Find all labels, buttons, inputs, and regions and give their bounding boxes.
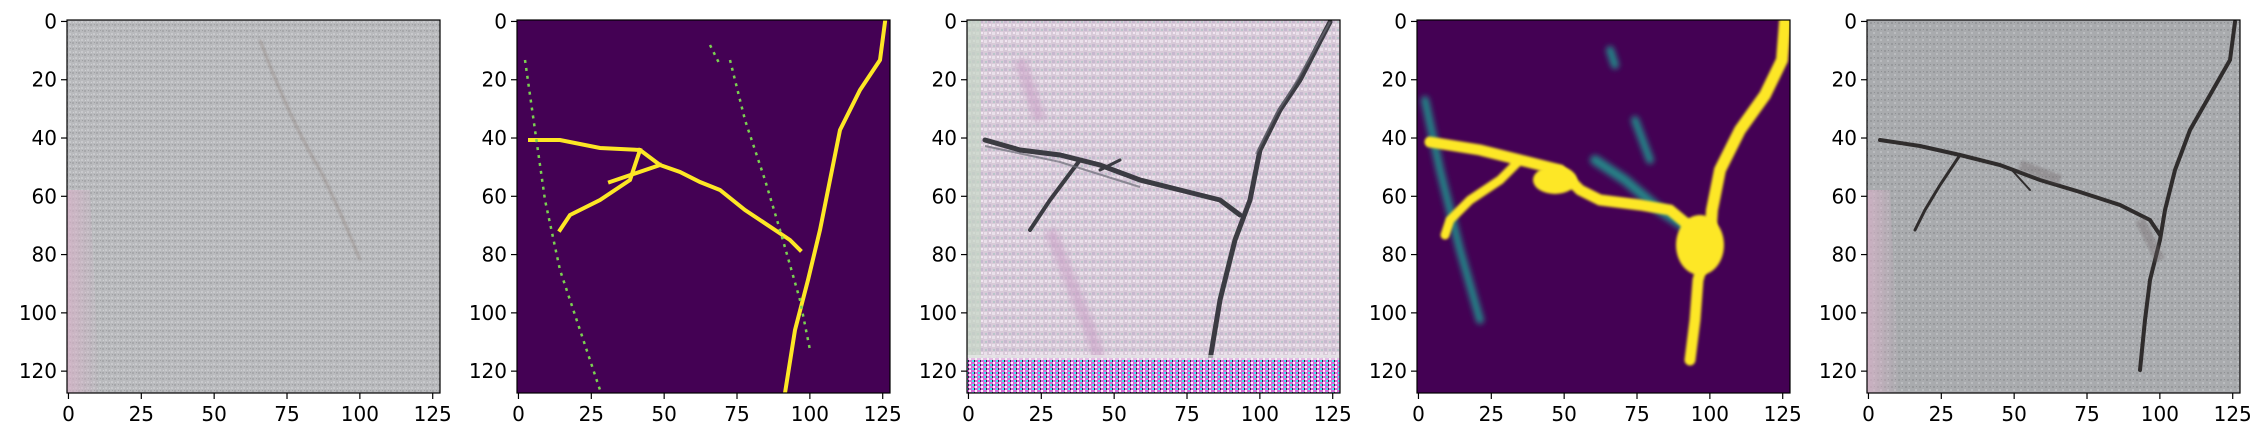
x-tick-label: 75 — [274, 402, 299, 426]
y-tick-label: 20 — [482, 68, 507, 92]
panel-overlay-image — [1867, 20, 2240, 393]
y-tick-label: 60 — [1382, 184, 1407, 208]
y-tick-label: 60 — [32, 184, 57, 208]
y-tick-label: 80 — [482, 243, 507, 267]
x-tick-label: 50 — [1551, 402, 1576, 426]
panel-generated-image — [967, 20, 1340, 393]
x-tick-label: 25 — [1029, 402, 1054, 426]
axes-frame — [966, 19, 1341, 394]
axes-predicted-mask: 0 25 50 75 100 125 0 20 40 60 80 100 120 — [1369, 9, 1802, 426]
x-tick-label: 100 — [2141, 402, 2179, 426]
y-tick-label: 20 — [1832, 68, 1857, 92]
y-tick-label: 100 — [919, 301, 957, 325]
y-tick-label: 40 — [482, 126, 507, 150]
x-tick-label: 75 — [1174, 402, 1199, 426]
x-tick-label: 0 — [1412, 402, 1425, 426]
y-tick-label: 120 — [469, 359, 507, 383]
x-tick-label: 25 — [1479, 402, 1504, 426]
axes-frame — [516, 19, 891, 394]
x-tick-label: 50 — [2001, 402, 2026, 426]
x-tick-label: 75 — [724, 402, 749, 426]
x-tick-label: 0 — [62, 402, 75, 426]
x-tick-label: 75 — [2074, 402, 2099, 426]
x-tick-label: 100 — [341, 402, 379, 426]
y-tick-label: 0 — [1844, 9, 1857, 33]
y-tick-label: 40 — [932, 126, 957, 150]
axes-ground-truth-mask: 0 25 50 75 100 125 0 20 40 60 80 100 120 — [469, 9, 902, 426]
y-tick-label: 100 — [469, 301, 507, 325]
x-tick-label: 50 — [1101, 402, 1126, 426]
y-tick-label: 40 — [32, 126, 57, 150]
y-tick-label: 0 — [494, 9, 507, 33]
panel-ground-truth-mask — [517, 20, 890, 393]
x-tick-label: 50 — [651, 402, 676, 426]
x-tick-label: 0 — [1862, 402, 1875, 426]
y-tick-label: 80 — [932, 243, 957, 267]
x-tick-label: 0 — [512, 402, 525, 426]
panel-predicted-mask — [1417, 20, 1790, 393]
y-tick-label: 60 — [1832, 184, 1857, 208]
y-tick-label: 100 — [19, 301, 57, 325]
x-tick-label: 125 — [864, 402, 902, 426]
x-tick-label: 100 — [1241, 402, 1279, 426]
x-tick-label: 25 — [579, 402, 604, 426]
y-tick-label: 120 — [1819, 359, 1857, 383]
y-tick-label: 80 — [1382, 243, 1407, 267]
axes-frame — [1866, 19, 2241, 394]
y-tick-label: 80 — [1832, 243, 1857, 267]
axes-frame — [1416, 19, 1791, 394]
x-tick-label: 25 — [129, 402, 154, 426]
axes-overlay-image: 0 25 50 75 100 125 0 20 40 60 80 100 120 — [1819, 9, 2252, 426]
axes-input-image: 0 25 50 75 100 125 0 20 40 60 80 100 120 — [19, 9, 452, 426]
y-tick-label: 100 — [1819, 301, 1857, 325]
x-tick-label: 50 — [201, 402, 226, 426]
y-tick-label: 0 — [944, 9, 957, 33]
y-tick-label: 120 — [919, 359, 957, 383]
y-tick-label: 0 — [44, 9, 57, 33]
y-tick-label: 20 — [1382, 68, 1407, 92]
y-tick-label: 40 — [1382, 126, 1407, 150]
y-tick-label: 20 — [32, 68, 57, 92]
y-tick-label: 80 — [32, 243, 57, 267]
x-tick-label: 125 — [1314, 402, 1352, 426]
y-tick-label: 120 — [1369, 359, 1407, 383]
y-tick-label: 100 — [1369, 301, 1407, 325]
x-tick-label: 75 — [1624, 402, 1649, 426]
panel-input-image — [67, 20, 440, 393]
y-tick-label: 20 — [932, 68, 957, 92]
x-tick-label: 125 — [1764, 402, 1802, 426]
y-tick-label: 60 — [932, 184, 957, 208]
x-tick-label: 125 — [414, 402, 452, 426]
axes-frame — [66, 19, 441, 394]
x-tick-label: 25 — [1929, 402, 1954, 426]
x-tick-label: 125 — [2214, 402, 2252, 426]
y-tick-label: 0 — [1394, 9, 1407, 33]
x-tick-label: 100 — [1691, 402, 1729, 426]
y-tick-label: 120 — [19, 359, 57, 383]
y-tick-label: 60 — [482, 184, 507, 208]
x-tick-label: 0 — [962, 402, 975, 426]
x-tick-label: 100 — [791, 402, 829, 426]
y-tick-label: 40 — [1832, 126, 1857, 150]
axes-generated-image: 0 25 50 75 100 125 0 20 40 60 80 100 120 — [919, 9, 1352, 426]
